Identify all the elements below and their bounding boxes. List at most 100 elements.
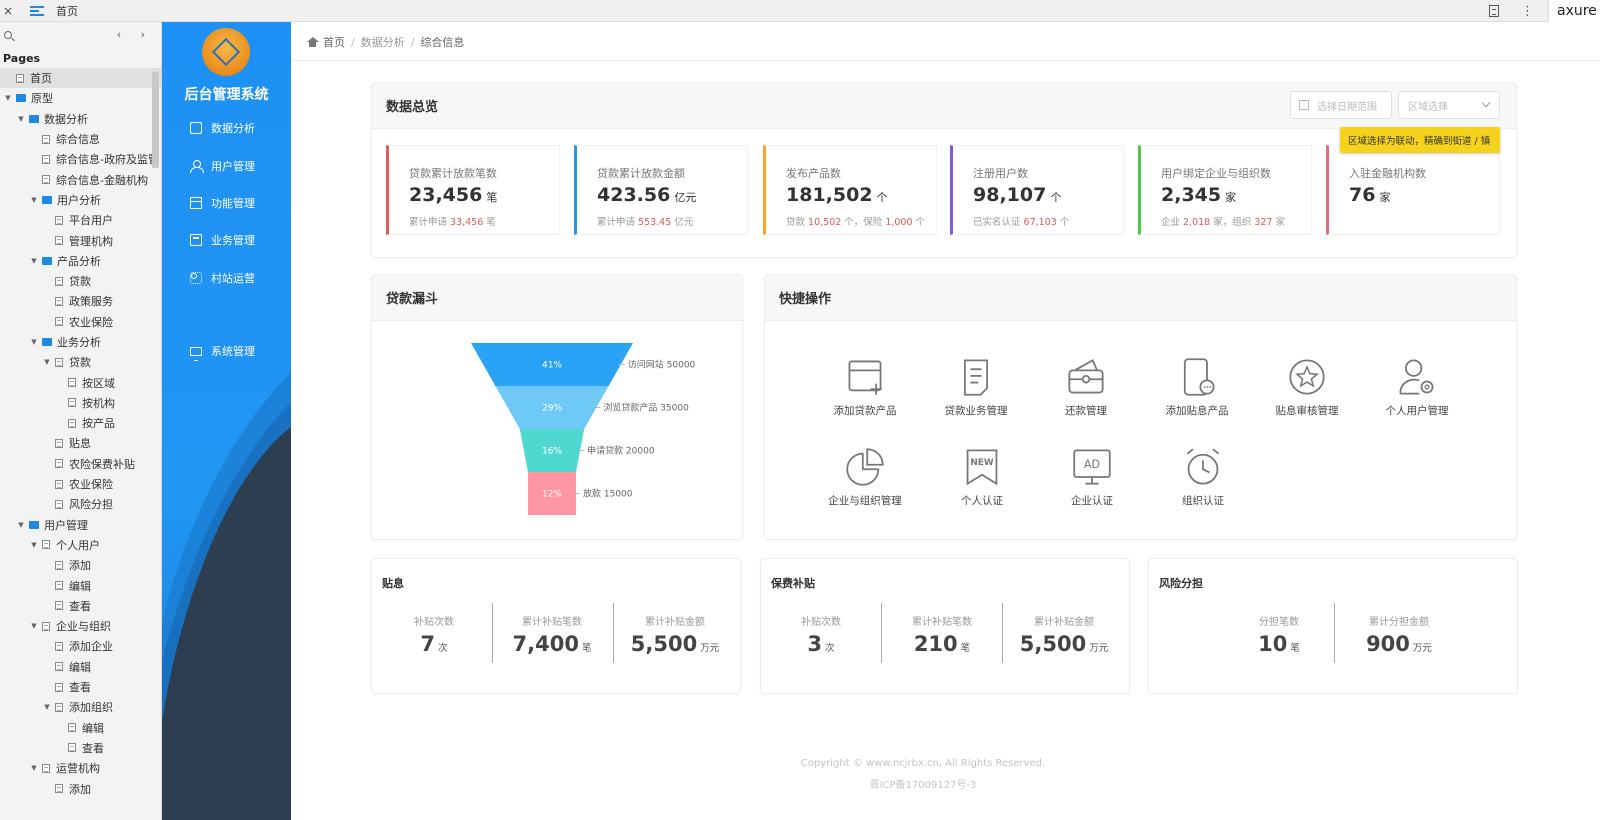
page-tree-item[interactable]: ▼ 数据分析 bbox=[0, 109, 161, 129]
page-tree-item[interactable]: ▼ 原型 bbox=[0, 88, 161, 108]
page-tree-item[interactable]: 添加 bbox=[0, 778, 161, 798]
page-tree-item[interactable]: 添加 bbox=[0, 555, 161, 575]
page-tree-item[interactable]: 按产品 bbox=[0, 413, 161, 433]
page-tree-item[interactable]: ▼ 贷款 bbox=[0, 352, 161, 372]
page-tree-item[interactable]: 政策服务 bbox=[0, 291, 161, 311]
funnel-stage[interactable] bbox=[471, 343, 633, 386]
page-tree-item[interactable]: 农险保费补贴 bbox=[0, 454, 161, 474]
breadcrumb-data-analysis[interactable]: 数据分析 bbox=[360, 36, 405, 49]
quick-action-ad-monitor[interactable]: AD 企业认证 bbox=[1037, 447, 1147, 517]
quick-action-add-product[interactable]: 添加贷款产品 bbox=[810, 357, 920, 427]
page-tree-item[interactable]: 农业保险 bbox=[0, 312, 161, 332]
page-tree-item[interactable]: 添加企业 bbox=[0, 636, 161, 656]
page-tree-item[interactable]: ▼ 添加组织 bbox=[0, 697, 161, 717]
stat-label: 累计补贴笔数 bbox=[912, 617, 972, 628]
page-tree-item[interactable]: 农业保险 bbox=[0, 474, 161, 494]
nav-item-user-management[interactable]: 用户管理 bbox=[190, 156, 255, 176]
nav-item-function-management[interactable]: 功能管理 bbox=[190, 193, 255, 213]
expand-caret-icon[interactable]: ▼ bbox=[31, 622, 37, 631]
page-tree-item[interactable]: 首页 bbox=[0, 68, 161, 89]
menu-icon[interactable] bbox=[30, 5, 44, 16]
quick-action-label: 个人认证 bbox=[961, 495, 1003, 507]
expand-caret-icon[interactable]: ▼ bbox=[18, 520, 24, 529]
home-icon[interactable] bbox=[307, 37, 319, 47]
nav-item-village-operation[interactable]: 村站运营 bbox=[190, 268, 255, 288]
stat-card: 贷款累计放款金额 423.56 亿元 累计申请 553.45 亿元 bbox=[574, 145, 748, 235]
page-tree-item[interactable]: 贷款 bbox=[0, 271, 161, 291]
page-tree-item[interactable]: 管理机构 bbox=[0, 230, 161, 250]
page-tree-item[interactable]: 风险分担 bbox=[0, 494, 161, 514]
page-tree-item[interactable]: ▼ 业务分析 bbox=[0, 332, 161, 352]
region-select[interactable]: 区域选择 bbox=[1398, 91, 1500, 119]
more-icon[interactable]: ⋮ bbox=[1521, 3, 1534, 19]
funnel-stage[interactable] bbox=[495, 386, 609, 429]
expand-caret-icon[interactable]: ▼ bbox=[18, 114, 24, 123]
expand-caret-icon[interactable]: ▼ bbox=[44, 703, 50, 712]
quick-action-wallet[interactable]: 还款管理 bbox=[1031, 357, 1141, 427]
funnel-stage[interactable] bbox=[519, 429, 585, 472]
stat-subtext: 已实名认证 67,103 个 bbox=[973, 214, 1069, 228]
page-tree-item[interactable]: 查看 bbox=[0, 596, 161, 616]
axure-toolbar: × 首页 ⋮ axure bbox=[0, 0, 1600, 22]
expand-caret-icon[interactable]: ▼ bbox=[5, 94, 11, 103]
page-tree-item[interactable]: ▼ 个人用户 bbox=[0, 535, 161, 555]
expand-caret-icon[interactable]: ▼ bbox=[31, 195, 37, 204]
page-tree-item[interactable]: 编辑 bbox=[0, 575, 161, 595]
stat-label: 补贴次数 bbox=[414, 617, 454, 628]
page-icon bbox=[55, 784, 63, 794]
stat-number: 23,456 bbox=[409, 184, 483, 206]
expand-caret-icon[interactable]: ▼ bbox=[44, 358, 50, 367]
quick-action-label: 组织认证 bbox=[1182, 495, 1224, 507]
page-icon bbox=[68, 398, 76, 408]
page-tree-label: 按区域 bbox=[82, 376, 115, 390]
page-tree-item[interactable]: ▼ 用户分析 bbox=[0, 190, 161, 210]
page-tree-item[interactable]: 编辑 bbox=[0, 657, 161, 677]
page-tree-item[interactable]: 综合信息-政府及监管 bbox=[0, 149, 161, 169]
page-icon bbox=[42, 154, 50, 164]
search-icon[interactable] bbox=[4, 31, 12, 39]
expand-caret-icon[interactable]: ▼ bbox=[31, 764, 37, 773]
nav-item-system-management[interactable]: 系统管理 bbox=[190, 341, 255, 361]
page-tree-item[interactable]: ▼ 运营机构 bbox=[0, 758, 161, 778]
stat-unit: 笔 bbox=[1290, 643, 1300, 654]
stat-number: 900 bbox=[1366, 632, 1410, 656]
collapse-arrows-icon[interactable]: ‹ › bbox=[116, 28, 153, 41]
system-title: 后台管理系统 bbox=[184, 87, 269, 103]
nav-item-data-analysis[interactable]: 数据分析 bbox=[190, 118, 255, 138]
expand-caret-icon[interactable]: ▼ bbox=[31, 540, 37, 549]
quick-action-star-badge[interactable]: 贴息审核管理 bbox=[1252, 357, 1362, 427]
axure-logo: axure bbox=[1548, 0, 1600, 22]
breadcrumb-home[interactable]: 首页 bbox=[323, 36, 345, 49]
funnel-percent-label: 16% bbox=[542, 447, 562, 457]
page-tree-item[interactable]: ▼ 用户管理 bbox=[0, 515, 161, 535]
pages-search-bar[interactable]: ‹ › bbox=[0, 22, 161, 48]
page-tree-item[interactable]: 按区域 bbox=[0, 372, 161, 392]
page-tree-item[interactable]: 综合信息 bbox=[0, 129, 161, 149]
page-tree-item[interactable]: ▼ 产品分析 bbox=[0, 251, 161, 271]
quick-action-user-settings[interactable]: 个人用户管理 bbox=[1362, 357, 1472, 427]
quick-action-pie-chart[interactable]: 企业与组织管理 bbox=[810, 447, 920, 517]
page-tree-item[interactable]: 贴息 bbox=[0, 433, 161, 453]
page-tree-item[interactable]: 按机构 bbox=[0, 393, 161, 413]
page-tree-item[interactable]: 编辑 bbox=[0, 718, 161, 738]
pages-scrollbar[interactable] bbox=[152, 72, 159, 168]
page-tree-item[interactable]: 查看 bbox=[0, 738, 161, 758]
expand-caret-icon[interactable]: ▼ bbox=[31, 338, 37, 346]
page-tree-item[interactable]: 查看 bbox=[0, 677, 161, 697]
close-icon[interactable]: × bbox=[2, 3, 14, 18]
page-tree-item[interactable]: 综合信息-金融机构 bbox=[0, 169, 161, 189]
notes-icon[interactable] bbox=[1489, 5, 1499, 17]
quick-action-phone-chat[interactable]: 添加贴息产品 bbox=[1142, 357, 1252, 427]
stat-label: 注册用户数 bbox=[973, 167, 1028, 180]
nav-item-business-management[interactable]: 业务管理 bbox=[190, 230, 255, 250]
page-tree-item[interactable]: ▼ 企业与组织 bbox=[0, 616, 161, 636]
quick-action-document-list[interactable]: 贷款业务管理 bbox=[921, 357, 1031, 427]
wallet-icon bbox=[1068, 359, 1104, 394]
quick-action-new-badge[interactable]: NEW 个人认证 bbox=[927, 447, 1037, 517]
page-tree-item[interactable]: 平台用户 bbox=[0, 210, 161, 230]
date-range-picker[interactable]: 选择日期范围 bbox=[1290, 91, 1392, 119]
funnel-stage[interactable] bbox=[528, 472, 576, 515]
breadcrumb-divider bbox=[291, 60, 1600, 61]
quick-action-alarm-clock[interactable]: 组织认证 bbox=[1148, 447, 1258, 517]
expand-caret-icon[interactable]: ▼ bbox=[31, 256, 37, 265]
